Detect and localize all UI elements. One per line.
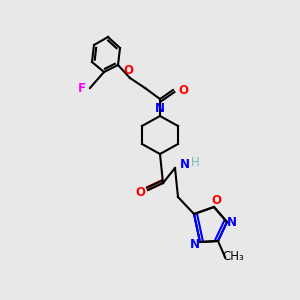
Text: N: N <box>180 158 190 172</box>
Text: O: O <box>123 64 133 76</box>
Text: H: H <box>190 157 200 169</box>
Text: F: F <box>78 82 86 94</box>
Text: CH₃: CH₃ <box>222 250 244 263</box>
Text: O: O <box>211 194 221 208</box>
Text: N: N <box>190 238 200 250</box>
Text: N: N <box>227 215 237 229</box>
Text: O: O <box>135 185 145 199</box>
Text: O: O <box>178 83 188 97</box>
Text: N: N <box>155 101 165 115</box>
